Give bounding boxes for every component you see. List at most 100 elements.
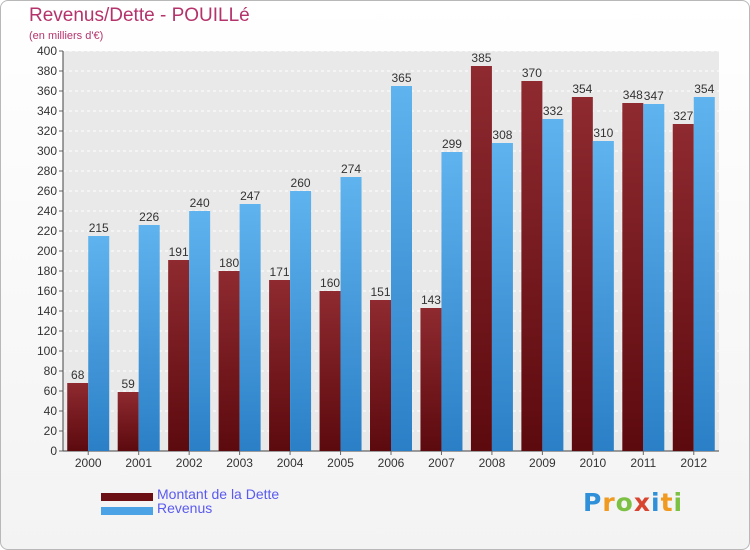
legend-swatch-dette <box>101 493 153 501</box>
bar-revenus <box>693 97 715 451</box>
legend-label-revenus: Revenus <box>157 500 213 516</box>
bar-revenus <box>239 204 261 451</box>
y-tick-label: 60 <box>44 384 58 398</box>
legend-swatch-revenus <box>101 507 153 515</box>
y-tick-label: 380 <box>37 64 57 78</box>
data-label-revenus: 247 <box>240 189 260 203</box>
y-tick-label: 260 <box>37 184 57 198</box>
x-tick-label: 2010 <box>579 456 606 470</box>
chart-title: Revenus/Dette - POUILLé <box>29 5 250 26</box>
data-label-revenus: 308 <box>492 128 512 142</box>
y-tick-label: 80 <box>44 364 58 378</box>
bar-dette <box>470 66 492 451</box>
logo-letter: P <box>583 488 603 517</box>
bar-revenus <box>340 177 362 451</box>
bar-revenus <box>88 236 110 451</box>
data-label-revenus: 365 <box>391 71 411 85</box>
bar-dette <box>319 291 341 451</box>
bar-revenus <box>592 141 614 451</box>
data-label-dette: 370 <box>522 66 542 80</box>
data-label-dette: 171 <box>270 265 290 279</box>
bar-dette <box>420 308 442 451</box>
y-tick-label: 0 <box>50 444 57 458</box>
data-label-dette: 354 <box>572 82 592 96</box>
x-tick-label: 2002 <box>176 456 203 470</box>
y-tick-label: 240 <box>37 204 57 218</box>
bar-revenus <box>491 143 513 451</box>
x-tick-label: 2006 <box>378 456 405 470</box>
bar-dette <box>622 103 644 451</box>
data-label-revenus: 332 <box>543 104 563 118</box>
bar-revenus <box>542 119 564 451</box>
y-tick-label: 340 <box>37 104 57 118</box>
data-label-revenus: 226 <box>139 210 159 224</box>
y-tick-label: 360 <box>37 84 57 98</box>
y-tick-label: 200 <box>37 244 57 258</box>
logo-letter: r <box>602 488 616 517</box>
bar-revenus <box>643 104 665 451</box>
data-label-dette: 385 <box>471 51 491 65</box>
data-label-revenus: 260 <box>291 176 311 190</box>
data-label-dette: 327 <box>673 109 693 123</box>
bar-dette <box>521 81 543 451</box>
data-label-dette: 348 <box>623 88 643 102</box>
data-label-dette: 180 <box>219 256 239 270</box>
data-label-dette: 160 <box>320 276 340 290</box>
data-label-revenus: 274 <box>341 162 361 176</box>
x-tick-label: 2011 <box>630 456 656 470</box>
bar-revenus <box>138 225 160 451</box>
x-tick-label: 2004 <box>277 456 304 470</box>
bar-dette <box>168 260 190 451</box>
logo-letter: i <box>651 488 661 517</box>
y-tick-label: 140 <box>37 304 57 318</box>
y-tick-label: 300 <box>37 144 57 158</box>
bar-dette <box>269 280 291 451</box>
x-tick-label: 2009 <box>529 456 556 470</box>
proxiti-logo: Proxiti <box>583 488 683 517</box>
bar-revenus <box>441 152 463 451</box>
bar-dette <box>370 300 391 451</box>
data-label-revenus: 240 <box>190 196 210 210</box>
data-label-revenus: 299 <box>442 137 462 151</box>
bar-dette <box>117 392 139 451</box>
legend-label-dette: Montant de la Dette <box>157 486 280 502</box>
y-tick-label: 20 <box>44 424 58 438</box>
logo-letter: o <box>615 488 634 517</box>
logo-letter: t <box>660 488 674 517</box>
data-label-dette: 59 <box>122 377 136 391</box>
bar-revenus <box>391 86 412 451</box>
x-tick-label: 2003 <box>226 456 253 470</box>
bar-revenus <box>290 191 312 451</box>
y-tick-label: 220 <box>37 224 57 238</box>
bar-dette <box>672 124 694 451</box>
data-label-revenus: 310 <box>593 126 613 140</box>
y-tick-label: 180 <box>37 264 57 278</box>
chart-subtitle: (en milliers d'€) <box>29 30 104 42</box>
data-label-dette: 68 <box>71 368 85 382</box>
y-tick-label: 280 <box>37 164 57 178</box>
data-label-dette: 143 <box>421 293 441 307</box>
bar-dette <box>67 383 89 451</box>
y-tick-label: 160 <box>37 284 57 298</box>
y-tick-label: 100 <box>37 344 57 358</box>
y-tick-label: 120 <box>37 324 57 338</box>
logo-letter: i <box>673 488 684 517</box>
data-label-dette: 151 <box>370 285 390 299</box>
x-tick-label: 2012 <box>680 456 707 470</box>
data-label-revenus: 347 <box>644 89 664 103</box>
data-label-dette: 191 <box>169 245 189 259</box>
x-tick-label: 2001 <box>125 456 152 470</box>
y-tick-label: 320 <box>37 124 57 138</box>
logo-letter: x <box>633 488 651 517</box>
x-tick-label: 2007 <box>428 456 455 470</box>
x-tick-label: 2000 <box>75 456 102 470</box>
y-tick-label: 400 <box>37 44 57 58</box>
data-label-revenus: 354 <box>694 82 714 96</box>
x-tick-label: 2005 <box>327 456 354 470</box>
y-tick-label: 40 <box>44 404 58 418</box>
bar-dette <box>218 271 240 451</box>
data-label-revenus: 215 <box>89 221 109 235</box>
bar-revenus <box>189 211 211 451</box>
